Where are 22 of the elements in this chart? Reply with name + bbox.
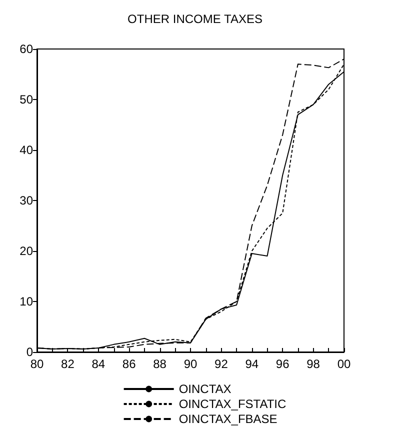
x-tick-label: 82 [61,357,75,371]
x-tick-label: 90 [184,357,198,371]
y-tick-label: 40 [20,143,34,157]
x-tick-label: 88 [153,357,167,371]
legend-label: OINCTAX_FSTATIC [178,397,287,411]
x-tick-label: 00 [337,357,351,371]
x-tick-label: 84 [92,357,106,371]
x-tick-label: 96 [276,357,290,371]
legend-label: OINCTAX_FBASE [178,412,278,426]
y-tick-label: 60 [20,42,34,56]
x-tick-label: 86 [122,357,136,371]
y-tick-label: 50 [20,92,34,106]
chart-title: OTHER INCOME TAXES [128,12,262,26]
y-tick-label: 0 [26,345,34,359]
y-tick-label: 30 [20,194,34,208]
y-tick-label: 10 [20,294,34,308]
x-tick-label: 94 [245,357,259,371]
y-tick-label: 20 [20,244,34,258]
x-tick-label: 92 [214,357,228,371]
x-tick-label: 80 [30,357,44,371]
x-tick-label: 98 [306,357,320,371]
legend-label: OINCTAX [178,382,232,396]
